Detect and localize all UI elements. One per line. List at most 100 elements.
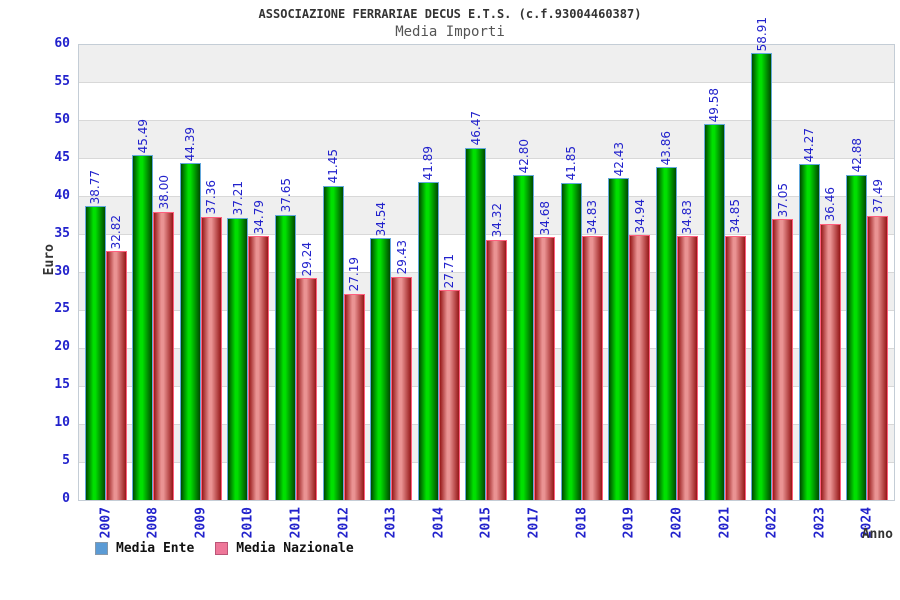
bar-value-label: 49.58 — [707, 87, 722, 122]
year-group: 41.45 27.19 2012 — [322, 45, 365, 538]
year-group: 41.89 27.71 2014 — [417, 45, 460, 538]
bar-value-label: 29.24 — [299, 241, 314, 277]
y-tick-label: 0 — [62, 491, 70, 506]
y-tick-label: 60 — [54, 36, 70, 51]
x-tick-label: 2019 — [621, 507, 637, 539]
x-tick-label: 2011 — [288, 507, 304, 539]
bar-media-ente: 34.54 — [370, 202, 392, 500]
bar-value-label: 58.91 — [754, 16, 769, 52]
x-tick-label: 2008 — [145, 507, 161, 539]
x-tick-label: 2021 — [717, 507, 733, 539]
y-tick-label: 30 — [54, 263, 70, 279]
x-tick-label: 2012 — [336, 507, 352, 539]
bar-value-label: 27.19 — [347, 257, 362, 292]
legend-swatch-icon — [95, 542, 108, 555]
bar-media-ente: 49.58 — [703, 88, 725, 500]
bar-value-label: 46.47 — [468, 111, 483, 146]
x-tick-label: 2007 — [98, 507, 114, 539]
bar-value-label: 42.43 — [611, 141, 626, 177]
year-group: 42.43 34.94 2019 — [608, 45, 651, 538]
bar-value-label: 37.36 — [204, 180, 219, 215]
bar-media-nazionale: 29.43 — [391, 240, 413, 500]
year-group: 46.47 34.32 2015 — [465, 45, 508, 538]
year-group: 37.65 29.24 2011 — [275, 45, 318, 538]
year-group: 43.86 34.83 2020 — [655, 45, 698, 538]
year-group: 38.77 32.82 2007 — [84, 45, 127, 538]
bar-media-ente: 43.86 — [655, 131, 677, 500]
y-tick-label: 35 — [54, 225, 70, 241]
bar-media-ente: 41.85 — [560, 146, 582, 500]
bar-value-label: 34.94 — [632, 198, 647, 233]
x-tick-label: 2015 — [478, 507, 494, 539]
bar-media-nazionale: 38.00 — [153, 175, 175, 500]
y-tick-label: 10 — [54, 415, 70, 431]
bar-media-ente: 42.80 — [513, 139, 535, 500]
year-group: 37.21 34.79 2010 — [227, 45, 270, 538]
bar-media-ente: 41.45 — [322, 149, 344, 500]
bar-value-label: 34.85 — [728, 199, 743, 234]
x-tick-label: 2017 — [526, 507, 542, 539]
legend-label: Media Nazionale — [236, 541, 354, 556]
legend-item: Media Ente — [95, 541, 194, 556]
bar-value-label: 34.83 — [585, 199, 600, 234]
y-tick-label: 40 — [54, 187, 70, 203]
bar-value-label: 34.68 — [537, 200, 552, 235]
chart-title: ASSOCIAZIONE FERRARIAE DECUS E.T.S. (c.f… — [258, 7, 642, 21]
bar-media-nazionale: 34.85 — [724, 199, 746, 500]
y-tick-label: 45 — [54, 149, 70, 165]
year-group: 42.88 37.49 2024 — [846, 45, 889, 538]
bar-value-label: 44.39 — [183, 127, 198, 162]
y-tick-label: 25 — [54, 301, 70, 317]
bar-value-label: 37.21 — [230, 181, 245, 216]
bar-value-label: 41.89 — [421, 145, 436, 181]
legend: Media Ente Media Nazionale — [95, 541, 375, 556]
bar-value-label: 34.83 — [680, 199, 695, 234]
chart-subtitle: Media Importi — [395, 24, 505, 40]
bar-media-nazionale: 32.82 — [105, 215, 127, 500]
y-tick-label: 55 — [54, 73, 70, 89]
legend-item: Media Nazionale — [215, 541, 354, 556]
bar-media-nazionale: 34.94 — [629, 199, 651, 500]
x-tick-label: 2020 — [669, 507, 685, 539]
bars-container: 38.77 32.82 2007 45.49 38.00 2008 44.39 37.36 20… — [79, 17, 894, 538]
bar-media-nazionale: 34.68 — [534, 201, 556, 500]
year-group: 58.91 37.05 2022 — [751, 17, 794, 538]
bar-value-label: 45.49 — [135, 118, 150, 153]
bar-media-ente: 58.91 — [751, 17, 773, 500]
y-tick-label: 20 — [54, 339, 70, 355]
bar-media-nazionale: 34.83 — [581, 200, 603, 500]
bar-value-label: 38.00 — [156, 175, 171, 210]
y-axis-tick-labels: 0 5 10 15 20 25 30 35 40 45 50 55 60 — [0, 36, 70, 506]
x-tick-label: 2014 — [431, 507, 447, 539]
bar-media-nazionale: 37.36 — [200, 180, 222, 500]
x-axis-title: Anno — [861, 527, 893, 542]
x-tick-label: 2022 — [764, 507, 780, 539]
bar-value-label: 29.43 — [394, 240, 409, 275]
bar-value-label: 34.54 — [373, 201, 388, 237]
x-tick-label: 2013 — [383, 507, 399, 539]
bar-value-label: 41.45 — [326, 149, 341, 184]
year-group: 44.27 36.46 2023 — [798, 45, 841, 538]
bar-value-label: 32.82 — [109, 214, 124, 250]
y-tick-label: 15 — [54, 377, 70, 393]
bar-media-ente: 42.43 — [608, 142, 630, 500]
bar-value-label: 37.05 — [775, 182, 790, 217]
bar-media-ente: 45.49 — [132, 119, 154, 500]
legend-swatch-icon — [215, 542, 229, 555]
bar-value-label: 42.88 — [849, 138, 864, 173]
bar-value-label: 43.86 — [659, 131, 674, 166]
bar-media-ente: 44.39 — [179, 127, 201, 500]
bar-value-label: 36.46 — [823, 187, 838, 222]
year-group: 42.80 34.68 2017 — [513, 45, 556, 538]
bar-value-label: 44.27 — [802, 127, 817, 163]
y-tick-label: 5 — [62, 453, 70, 469]
year-group: 45.49 38.00 2008 — [132, 45, 175, 538]
legend-label: Media Ente — [116, 541, 195, 556]
bar-media-nazionale: 34.83 — [676, 200, 698, 500]
bar-value-label: 27.71 — [442, 253, 457, 288]
bar-media-nazionale: 34.32 — [486, 203, 508, 500]
y-tick-label: 50 — [54, 111, 70, 127]
bar-media-nazionale: 27.71 — [438, 254, 460, 500]
bar-media-nazionale: 37.05 — [772, 183, 794, 500]
